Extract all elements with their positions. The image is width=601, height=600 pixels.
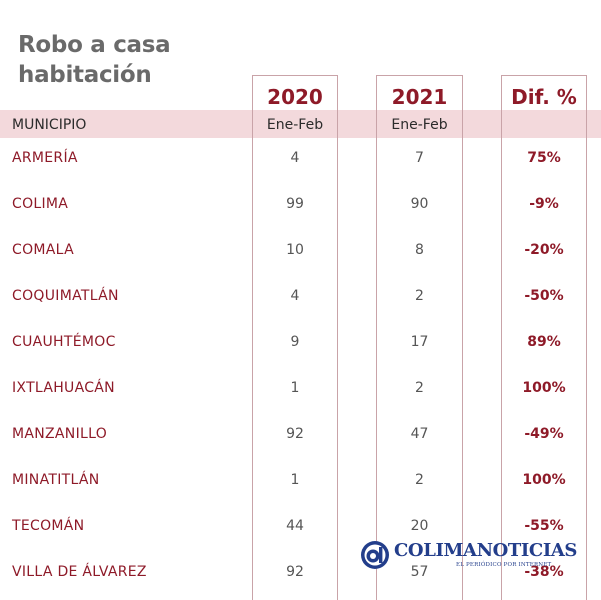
- dif-percent: -20%: [524, 242, 564, 258]
- column-frame-2020: [252, 75, 338, 600]
- municipio-name: ARMERÍA: [12, 150, 78, 166]
- value-2021: 2: [415, 472, 424, 488]
- table-row: ARMERÍA 4 7 75%: [0, 146, 601, 170]
- table-row: COLIMA 99 90 -9%: [0, 192, 601, 216]
- colimanoticias-logo-icon: [361, 541, 389, 569]
- dif-percent: 100%: [522, 472, 566, 488]
- value-2021: 2: [415, 380, 424, 396]
- value-2020: 44: [286, 518, 304, 534]
- dif-percent: 89%: [527, 334, 561, 350]
- dif-percent: -55%: [524, 518, 564, 534]
- municipio-name: VILLA DE ÁLVAREZ: [12, 564, 147, 580]
- dif-percent: 75%: [527, 150, 561, 166]
- municipio-name: TECOMÁN: [12, 518, 85, 534]
- municipio-name: IXTLAHUACÁN: [12, 380, 115, 396]
- title-line-1: Robo a casa: [18, 32, 171, 58]
- table-row: COQUIMATLÁN 4 2 -50%: [0, 284, 601, 308]
- municipio-header: MUNICIPIO: [12, 117, 87, 133]
- page-title: Robo a casa habitación: [18, 30, 171, 90]
- header-band: [0, 110, 601, 138]
- dif-percent: -50%: [524, 288, 564, 304]
- table-row: MANZANILLO 92 47 -49%: [0, 422, 601, 446]
- table-row: IXTLAHUACÁN 1 2 100%: [0, 376, 601, 400]
- dif-percent: 100%: [522, 380, 566, 396]
- table-row: VILLA DE ÁLVAREZ 92 57 -38%: [0, 560, 601, 584]
- value-2020: 10: [286, 242, 304, 258]
- value-2021: 2: [415, 288, 424, 304]
- dif-percent: -49%: [524, 426, 564, 442]
- value-2020: 1: [290, 472, 300, 488]
- column-header-2020: 2020: [267, 85, 323, 109]
- logo-wordmark: COLIMANOTICIAS: [394, 540, 578, 561]
- municipio-name: MINATITLÁN: [12, 472, 100, 488]
- municipio-name: MANZANILLO: [12, 426, 108, 442]
- value-2021: 47: [410, 426, 429, 442]
- value-2020: 9: [290, 334, 300, 350]
- dif-percent: -38%: [524, 564, 564, 580]
- value-2021: 7: [415, 150, 424, 166]
- column-header-2021: 2021: [391, 85, 448, 109]
- period-label-2021: Ene-Feb: [391, 117, 448, 133]
- value-2020: 1: [290, 380, 300, 396]
- column-frame-2021: [376, 75, 463, 600]
- municipio-name: COLIMA: [12, 196, 69, 212]
- value-2021: 20: [410, 518, 429, 534]
- municipio-name: COMALA: [12, 242, 74, 258]
- period-label-2020: Ene-Feb: [266, 117, 324, 133]
- logo-tagline: EL PERIÓDICO POR INTERNET: [456, 562, 552, 568]
- dif-percent: -9%: [529, 196, 559, 212]
- value-2020: 99: [286, 196, 304, 212]
- value-2020: 92: [286, 564, 304, 580]
- value-2021: 17: [410, 334, 429, 350]
- value-2020: 92: [286, 426, 304, 442]
- table-row: TECOMÁN 44 20 -55%: [0, 514, 601, 538]
- title-line-2: habitación: [18, 62, 152, 88]
- municipio-name: COQUIMATLÁN: [12, 288, 119, 304]
- value-2021: 90: [410, 196, 429, 212]
- value-2021: 8: [415, 242, 424, 258]
- table-row: COMALA 10 8 -20%: [0, 238, 601, 262]
- colimanoticias-logo: COLIMANOTICIAS EL PERIÓDICO POR INTERNET: [360, 540, 577, 574]
- column-header-dif: Dif. %: [511, 85, 577, 109]
- column-frame-dif: [501, 75, 587, 600]
- value-2020: 4: [290, 150, 300, 166]
- table-row: MINATITLÁN 1 2 100%: [0, 468, 601, 492]
- municipio-name: CUAUHTÉMOC: [12, 334, 116, 350]
- table-row: CUAUHTÉMOC 9 17 89%: [0, 330, 601, 354]
- value-2020: 4: [290, 288, 300, 304]
- value-2021: 57: [410, 564, 429, 580]
